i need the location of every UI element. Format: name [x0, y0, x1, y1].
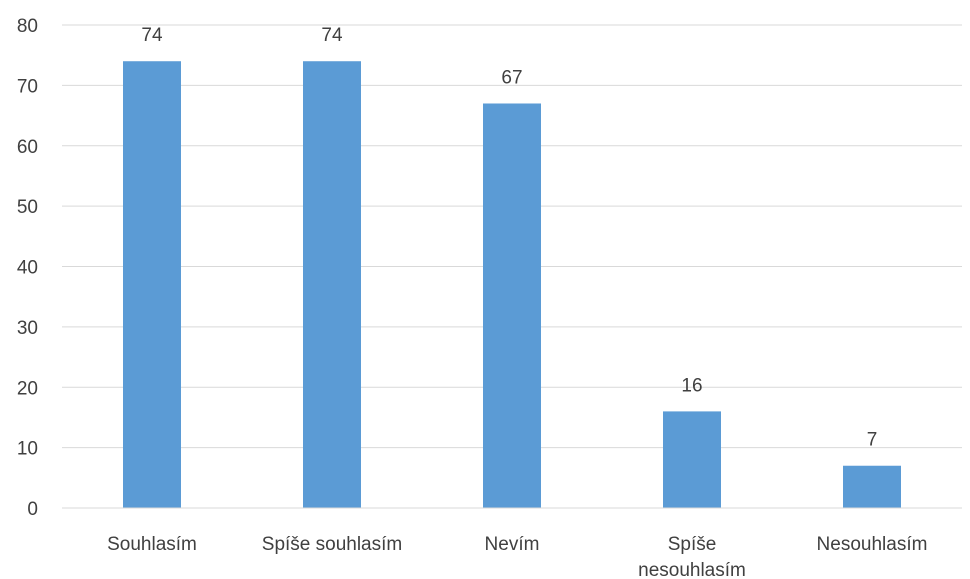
data-label: 74	[141, 25, 163, 46]
category-label: Nevím	[485, 534, 540, 555]
y-axis-ticks: 0 10 20 30 40 50 60 70 80	[17, 16, 38, 520]
y-tick-label: 10	[17, 439, 38, 460]
bars	[123, 61, 901, 509]
bar	[843, 465, 901, 508]
y-tick-label: 80	[17, 16, 38, 37]
data-label: 74	[321, 25, 343, 46]
data-label: 7	[867, 430, 878, 451]
data-label: 67	[501, 67, 522, 88]
data-label: 16	[681, 375, 702, 396]
bar	[483, 103, 541, 509]
data-labels: 74 74 67 16 7	[141, 25, 877, 451]
y-tick-label: 60	[17, 137, 38, 158]
x-axis-categories: Souhlasím Spíše souhlasím Nevím Spíše nesouh…	[107, 534, 927, 579]
category-label: Souhlasím	[107, 534, 197, 555]
y-tick-label: 40	[17, 258, 38, 279]
y-tick-label: 0	[27, 499, 38, 520]
category-label: Nesouhlasím	[817, 534, 928, 555]
bar	[663, 411, 721, 508]
bar	[123, 61, 181, 508]
y-tick-label: 30	[17, 318, 38, 339]
category-label: Spíše souhlasím	[262, 534, 402, 555]
bar	[303, 61, 361, 508]
y-tick-label: 20	[17, 378, 38, 399]
y-tick-label: 50	[17, 197, 38, 218]
y-tick-label: 70	[17, 76, 38, 97]
category-label: Spíše	[668, 534, 717, 555]
category-label: nesouhlasím	[638, 560, 746, 579]
